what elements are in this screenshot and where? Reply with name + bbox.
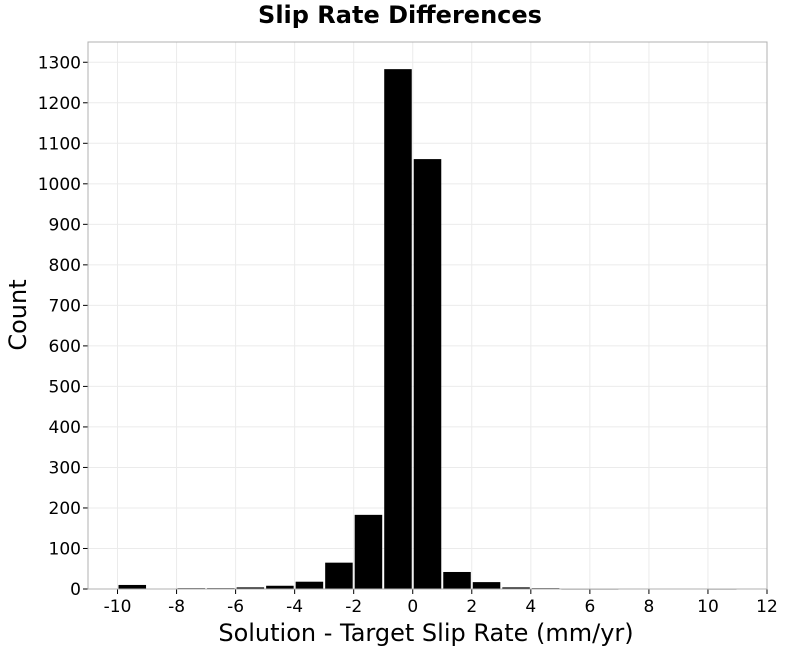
histogram-bar <box>413 159 442 590</box>
x-tick-label: 12 <box>756 597 778 617</box>
histogram-bar <box>118 584 147 589</box>
histogram-bar <box>443 571 471 589</box>
y-tick-label: 700 <box>49 296 81 316</box>
x-axis-label: Solution - Target Slip Rate (mm/yr) <box>218 619 633 647</box>
histogram-bar <box>354 514 383 589</box>
y-axis-label: Count <box>4 279 32 350</box>
histogram-bar <box>502 587 530 589</box>
x-tick-label: -4 <box>286 597 303 617</box>
y-tick-label: 100 <box>49 539 81 559</box>
x-tick-label: 0 <box>407 597 418 617</box>
histogram-bar <box>236 587 265 589</box>
histogram-bar <box>295 581 324 589</box>
axis-ticks: -10 -8 -6 -4 -2 0 2 4 6 8 10 12 0 100 200 300 400 500 600 7… <box>38 53 778 617</box>
x-tick-label: 6 <box>584 597 595 617</box>
x-tick-label: -8 <box>168 597 185 617</box>
y-tick-label: 300 <box>49 458 81 478</box>
y-tick-label: 400 <box>49 418 81 438</box>
histogram-bar <box>266 585 294 589</box>
x-tick-label: 4 <box>525 597 536 617</box>
y-tick-label: 200 <box>49 499 81 519</box>
x-tick-label: -2 <box>345 597 362 617</box>
y-tick-label: 600 <box>49 337 81 357</box>
y-tick-label: 1200 <box>38 94 81 114</box>
y-tick-label: 900 <box>49 215 81 235</box>
bars <box>118 69 737 590</box>
x-tick-label: 10 <box>697 597 719 617</box>
y-tick-label: 0 <box>70 580 81 600</box>
histogram-bar <box>384 69 412 590</box>
histogram-bar <box>325 562 353 589</box>
chart-title: Slip Rate Differences <box>258 1 542 29</box>
y-tick-label: 1300 <box>38 53 81 73</box>
histogram-bar <box>472 582 501 589</box>
y-tick-label: 1100 <box>38 134 81 154</box>
x-tick-label: -10 <box>104 597 132 617</box>
y-tick-label: 800 <box>49 256 81 276</box>
y-tick-label: 500 <box>49 377 81 397</box>
y-tick-label: 1000 <box>38 175 81 195</box>
x-tick-label: 8 <box>643 597 654 617</box>
x-tick-label: -6 <box>227 597 244 617</box>
x-tick-label: 2 <box>466 597 477 617</box>
plot-frame <box>87 41 768 590</box>
